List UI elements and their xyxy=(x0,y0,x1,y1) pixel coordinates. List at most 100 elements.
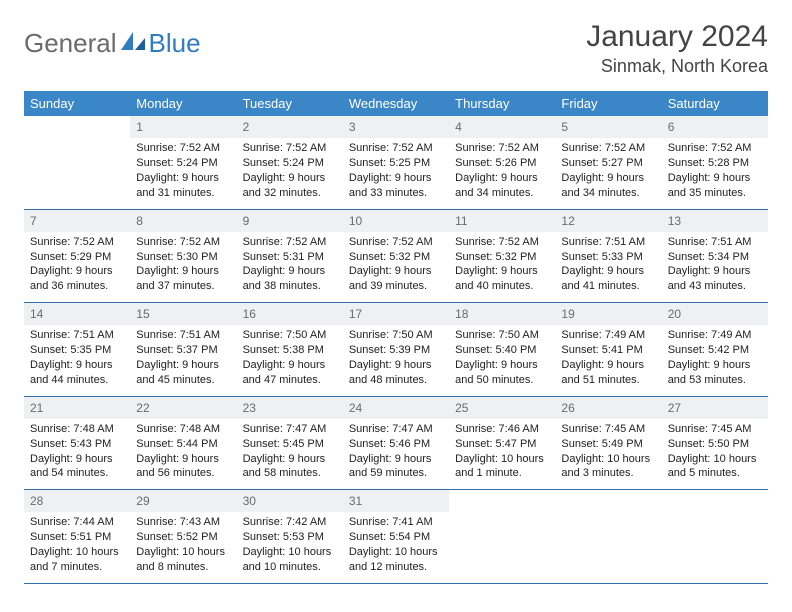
day-detail-line: Sunrise: 7:51 AM xyxy=(30,328,124,343)
calendar-day-cell: 2Sunrise: 7:52 AMSunset: 5:24 PMDaylight… xyxy=(237,116,343,209)
day-detail-line: Sunrise: 7:44 AM xyxy=(30,515,124,530)
calendar-day-cell: 11Sunrise: 7:52 AMSunset: 5:32 PMDayligh… xyxy=(449,209,555,303)
day-detail-line: Daylight: 9 hours and 51 minutes. xyxy=(561,358,655,388)
day-detail-line: Sunrise: 7:43 AM xyxy=(136,515,230,530)
day-number: 20 xyxy=(662,303,768,325)
day-detail-line: Sunset: 5:32 PM xyxy=(455,250,549,265)
calendar-day-cell: 20Sunrise: 7:49 AMSunset: 5:42 PMDayligh… xyxy=(662,303,768,397)
day-detail-line: Sunrise: 7:49 AM xyxy=(561,328,655,343)
day-detail-line: Daylight: 9 hours and 56 minutes. xyxy=(136,452,230,482)
day-details: Sunrise: 7:52 AMSunset: 5:25 PMDaylight:… xyxy=(343,138,449,208)
title-block: January 2024 Sinmak, North Korea xyxy=(586,20,768,77)
calendar-day-cell: 18Sunrise: 7:50 AMSunset: 5:40 PMDayligh… xyxy=(449,303,555,397)
day-detail-line: Sunset: 5:24 PM xyxy=(243,156,337,171)
day-detail-line: Sunrise: 7:45 AM xyxy=(561,422,655,437)
calendar-day-cell xyxy=(662,490,768,584)
day-detail-line: Daylight: 10 hours and 1 minute. xyxy=(455,452,549,482)
day-detail-line: Daylight: 10 hours and 5 minutes. xyxy=(668,452,762,482)
day-details: Sunrise: 7:43 AMSunset: 5:52 PMDaylight:… xyxy=(130,512,236,582)
day-detail-line: Sunrise: 7:52 AM xyxy=(561,141,655,156)
day-details: Sunrise: 7:52 AMSunset: 5:28 PMDaylight:… xyxy=(662,138,768,208)
day-detail-line: Sunrise: 7:52 AM xyxy=(136,235,230,250)
day-details xyxy=(662,512,768,574)
day-detail-line: Sunset: 5:53 PM xyxy=(243,530,337,545)
calendar-day-cell: 14Sunrise: 7:51 AMSunset: 5:35 PMDayligh… xyxy=(24,303,130,397)
day-detail-line: Sunset: 5:37 PM xyxy=(136,343,230,358)
day-detail-line: Sunset: 5:47 PM xyxy=(455,437,549,452)
day-number: 14 xyxy=(24,303,130,325)
day-details: Sunrise: 7:52 AMSunset: 5:24 PMDaylight:… xyxy=(130,138,236,208)
calendar-day-cell: 29Sunrise: 7:43 AMSunset: 5:52 PMDayligh… xyxy=(130,490,236,584)
day-detail-line: Sunrise: 7:52 AM xyxy=(455,235,549,250)
day-details: Sunrise: 7:41 AMSunset: 5:54 PMDaylight:… xyxy=(343,512,449,582)
day-detail-line: Sunrise: 7:48 AM xyxy=(136,422,230,437)
day-detail-line: Sunrise: 7:52 AM xyxy=(30,235,124,250)
day-details: Sunrise: 7:52 AMSunset: 5:32 PMDaylight:… xyxy=(449,232,555,302)
day-detail-line: Daylight: 9 hours and 41 minutes. xyxy=(561,264,655,294)
day-details: Sunrise: 7:51 AMSunset: 5:35 PMDaylight:… xyxy=(24,325,130,395)
calendar-week-row: 14Sunrise: 7:51 AMSunset: 5:35 PMDayligh… xyxy=(24,303,768,397)
day-details: Sunrise: 7:52 AMSunset: 5:30 PMDaylight:… xyxy=(130,232,236,302)
day-detail-line: Daylight: 9 hours and 40 minutes. xyxy=(455,264,549,294)
day-detail-line: Daylight: 9 hours and 54 minutes. xyxy=(30,452,124,482)
day-detail-line: Sunset: 5:28 PM xyxy=(668,156,762,171)
calendar-day-cell: 17Sunrise: 7:50 AMSunset: 5:39 PMDayligh… xyxy=(343,303,449,397)
day-detail-line: Sunrise: 7:47 AM xyxy=(243,422,337,437)
day-details: Sunrise: 7:46 AMSunset: 5:47 PMDaylight:… xyxy=(449,419,555,489)
day-detail-line: Daylight: 9 hours and 50 minutes. xyxy=(455,358,549,388)
calendar-day-cell: 19Sunrise: 7:49 AMSunset: 5:41 PMDayligh… xyxy=(555,303,661,397)
calendar-day-cell: 8Sunrise: 7:52 AMSunset: 5:30 PMDaylight… xyxy=(130,209,236,303)
calendar-day-cell: 30Sunrise: 7:42 AMSunset: 5:53 PMDayligh… xyxy=(237,490,343,584)
day-number: 21 xyxy=(24,397,130,419)
day-detail-line: Sunset: 5:49 PM xyxy=(561,437,655,452)
day-number: 25 xyxy=(449,397,555,419)
day-details: Sunrise: 7:52 AMSunset: 5:26 PMDaylight:… xyxy=(449,138,555,208)
day-details: Sunrise: 7:49 AMSunset: 5:42 PMDaylight:… xyxy=(662,325,768,395)
day-number xyxy=(449,490,555,512)
day-number: 23 xyxy=(237,397,343,419)
day-number: 29 xyxy=(130,490,236,512)
calendar-day-cell: 16Sunrise: 7:50 AMSunset: 5:38 PMDayligh… xyxy=(237,303,343,397)
calendar-day-cell: 4Sunrise: 7:52 AMSunset: 5:26 PMDaylight… xyxy=(449,116,555,209)
day-details: Sunrise: 7:49 AMSunset: 5:41 PMDaylight:… xyxy=(555,325,661,395)
day-detail-line: Sunrise: 7:52 AM xyxy=(455,141,549,156)
calendar-day-cell: 15Sunrise: 7:51 AMSunset: 5:37 PMDayligh… xyxy=(130,303,236,397)
day-number xyxy=(555,490,661,512)
day-number: 11 xyxy=(449,210,555,232)
day-details xyxy=(24,138,130,200)
day-number: 2 xyxy=(237,116,343,138)
calendar-day-cell xyxy=(555,490,661,584)
day-detail-line: Sunset: 5:26 PM xyxy=(455,156,549,171)
day-detail-line: Daylight: 9 hours and 48 minutes. xyxy=(349,358,443,388)
day-details: Sunrise: 7:42 AMSunset: 5:53 PMDaylight:… xyxy=(237,512,343,582)
day-detail-line: Sunset: 5:46 PM xyxy=(349,437,443,452)
weekday-header: Wednesday xyxy=(343,91,449,116)
day-detail-line: Daylight: 9 hours and 58 minutes. xyxy=(243,452,337,482)
day-detail-line: Daylight: 10 hours and 10 minutes. xyxy=(243,545,337,575)
day-detail-line: Sunrise: 7:51 AM xyxy=(136,328,230,343)
day-detail-line: Sunset: 5:38 PM xyxy=(243,343,337,358)
day-detail-line: Daylight: 9 hours and 31 minutes. xyxy=(136,171,230,201)
day-detail-line: Daylight: 9 hours and 37 minutes. xyxy=(136,264,230,294)
day-details: Sunrise: 7:52 AMSunset: 5:31 PMDaylight:… xyxy=(237,232,343,302)
day-detail-line: Sunset: 5:52 PM xyxy=(136,530,230,545)
page-title: January 2024 xyxy=(586,20,768,54)
day-details: Sunrise: 7:52 AMSunset: 5:24 PMDaylight:… xyxy=(237,138,343,208)
day-detail-line: Sunrise: 7:50 AM xyxy=(455,328,549,343)
sail-icon xyxy=(117,28,149,59)
day-detail-line: Sunrise: 7:52 AM xyxy=(243,141,337,156)
day-number: 4 xyxy=(449,116,555,138)
day-detail-line: Sunrise: 7:52 AM xyxy=(243,235,337,250)
calendar-table: SundayMondayTuesdayWednesdayThursdayFrid… xyxy=(24,91,768,584)
day-details xyxy=(449,512,555,574)
calendar-day-cell: 27Sunrise: 7:45 AMSunset: 5:50 PMDayligh… xyxy=(662,396,768,490)
weekday-header: Tuesday xyxy=(237,91,343,116)
day-detail-line: Sunset: 5:27 PM xyxy=(561,156,655,171)
day-detail-line: Sunset: 5:34 PM xyxy=(668,250,762,265)
day-detail-line: Sunset: 5:54 PM xyxy=(349,530,443,545)
day-number: 10 xyxy=(343,210,449,232)
day-detail-line: Sunset: 5:25 PM xyxy=(349,156,443,171)
day-detail-line: Sunrise: 7:52 AM xyxy=(349,235,443,250)
day-detail-line: Daylight: 10 hours and 12 minutes. xyxy=(349,545,443,575)
weekday-header: Saturday xyxy=(662,91,768,116)
